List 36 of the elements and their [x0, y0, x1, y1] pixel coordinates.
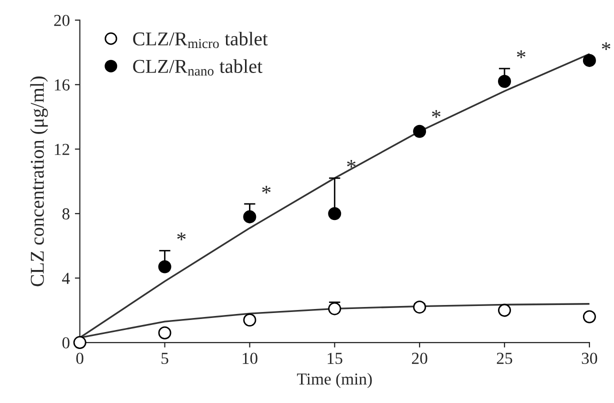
y-tick-label: 4 [62, 272, 70, 284]
legend-label: CLZ/R$_{micro}$ tablet [133, 32, 268, 48]
y-tick-label: 20 [54, 14, 70, 26]
y-tick-label: 12 [54, 144, 70, 155]
point [582, 54, 596, 67]
annotation: * [177, 232, 186, 240]
point [328, 302, 342, 316]
x-axis-title: Time (min) [297, 372, 372, 388]
x-tick-label: 30 [582, 352, 598, 364]
point [73, 336, 86, 350]
y-tick-label: 16 [54, 79, 70, 91]
point [158, 326, 172, 340]
point [498, 304, 512, 317]
legend-label: CLZ/R$_{nano}$ tablet [133, 59, 262, 76]
x-tick-label: 15 [328, 352, 342, 364]
y-tick-label: 0 [62, 337, 70, 348]
point [243, 313, 256, 326]
annotation: * [516, 50, 526, 58]
point [582, 310, 596, 324]
x-tick-label: 25 [496, 352, 512, 364]
annotation: * [262, 186, 271, 194]
point [158, 260, 172, 274]
point [328, 207, 342, 220]
x-tick-label: 0 [76, 352, 84, 364]
point [498, 74, 512, 88]
annotation: * [347, 160, 356, 168]
annotation: * [432, 110, 440, 118]
y-axis-title: CLZ concentration (μg/ml) [30, 76, 48, 286]
x-tick-label: 20 [412, 352, 428, 364]
annotation: * [602, 42, 610, 50]
y-tick-label: 8 [62, 208, 70, 220]
point [243, 210, 256, 224]
x-tick-label: 5 [162, 352, 168, 364]
point [413, 300, 426, 314]
point [413, 124, 426, 138]
x-tick-label: 10 [242, 352, 258, 364]
